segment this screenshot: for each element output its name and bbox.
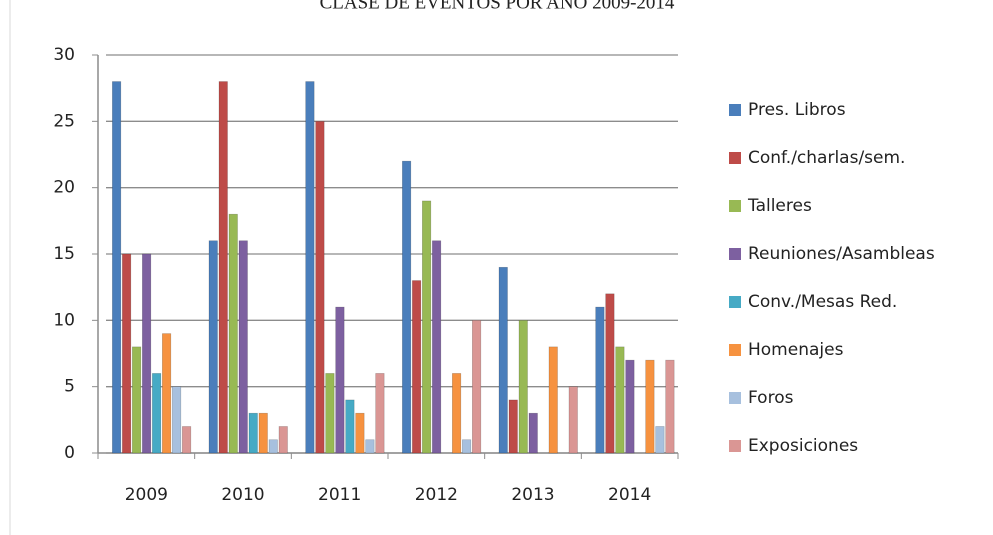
y-tick-label: 5 (64, 377, 75, 397)
bar (315, 121, 325, 454)
bar (142, 253, 152, 454)
legend-swatch (729, 296, 741, 308)
bar (508, 399, 518, 454)
bar (152, 373, 162, 454)
bar (605, 293, 615, 454)
legend-swatch (729, 248, 741, 260)
bar (122, 253, 132, 454)
bar (422, 200, 432, 454)
legend-swatch (729, 440, 741, 452)
legend-label: Conf./charlas/sem. (748, 148, 905, 168)
y-tick-label: 20 (53, 178, 75, 198)
bar (568, 386, 578, 454)
legend-label: Exposiciones (748, 436, 858, 456)
bar (278, 426, 288, 454)
x-tick-label: 2012 (415, 485, 458, 505)
bar (665, 359, 675, 454)
bar (655, 426, 665, 454)
bar (528, 412, 538, 454)
bar (645, 359, 655, 454)
bar (345, 399, 355, 454)
bar (182, 426, 192, 454)
legend-swatch (729, 152, 741, 164)
bar (432, 240, 442, 454)
legend-swatch (729, 392, 741, 404)
y-tick-label: 0 (64, 443, 75, 463)
bar (208, 240, 218, 454)
bar (162, 333, 172, 454)
legend-label: Foros (748, 388, 794, 408)
bar (248, 412, 258, 454)
y-tick-label: 15 (53, 244, 75, 264)
y-tick-label: 30 (53, 45, 75, 65)
bar (305, 81, 315, 454)
bar (412, 280, 422, 454)
x-tick-label: 2010 (221, 485, 264, 505)
bar (365, 439, 375, 454)
bar (335, 306, 345, 454)
bar (112, 81, 122, 454)
bar (375, 373, 385, 454)
x-tick-label: 2011 (318, 485, 361, 505)
y-tick-label: 10 (53, 310, 75, 330)
bar (325, 373, 335, 454)
y-tick-label: 25 (53, 111, 75, 131)
x-tick-label: 2009 (125, 485, 168, 505)
bar (595, 306, 605, 454)
legend-label: Talleres (747, 196, 812, 216)
bar (518, 320, 528, 454)
bar (548, 346, 558, 454)
bar (228, 213, 238, 454)
bar (172, 386, 182, 454)
legend-swatch (729, 200, 741, 212)
bar (402, 160, 412, 454)
bar (355, 412, 365, 454)
legend-label: Pres. Libros (748, 100, 846, 120)
legend-label: Homenajes (748, 340, 844, 360)
bar (258, 412, 268, 454)
legend-label: Reuniones/Asambleas (748, 244, 935, 264)
bar (615, 346, 625, 454)
x-tick-label: 2014 (608, 485, 651, 505)
bar (132, 346, 142, 454)
bar (268, 439, 278, 454)
bar (498, 266, 508, 454)
bar (218, 81, 228, 454)
bar (472, 320, 482, 454)
legend-swatch (729, 104, 741, 116)
bar (625, 359, 635, 454)
legend-label: Conv./Mesas Red. (748, 292, 897, 312)
bar (452, 373, 462, 454)
x-tick-label: 2013 (511, 485, 554, 505)
chart-title: CLASE DE EVENTOS POR AÑO 2009-2014 (320, 0, 675, 13)
legend-swatch (729, 344, 741, 356)
bar (462, 439, 472, 454)
bar (238, 240, 248, 454)
